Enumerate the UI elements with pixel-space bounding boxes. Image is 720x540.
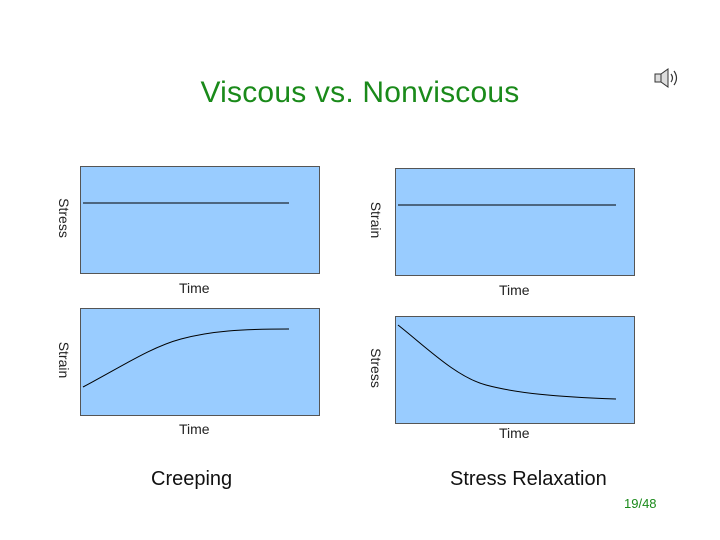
y-axis-label: Strain: [368, 201, 384, 239]
y-axis-label: Stress: [368, 348, 384, 388]
strain-curve: [398, 204, 616, 206]
y-axis-label: Strain: [56, 341, 72, 379]
plot-panel-creep: [80, 308, 320, 416]
plot-panel-stress-constant: [80, 166, 320, 274]
y-axis-label: Stress: [56, 198, 72, 238]
stress-curve: [83, 202, 289, 204]
slide-title: Viscous vs. Nonviscous: [200, 76, 520, 109]
plot-panel-relaxation: [395, 316, 635, 424]
x-axis-label: Time: [179, 421, 210, 437]
x-axis-label: Time: [499, 282, 530, 298]
speaker-icon[interactable]: [652, 66, 680, 90]
creep-curve: [82, 328, 290, 388]
caption-stress-relaxation: Stress Relaxation: [450, 468, 607, 490]
caption-creeping: Creeping: [151, 468, 233, 490]
relaxation-curve: [397, 324, 617, 400]
x-axis-label: Time: [499, 425, 530, 441]
page-number: 19/48: [624, 496, 657, 511]
x-axis-label: Time: [179, 280, 210, 296]
plot-panel-strain-constant: [395, 168, 635, 276]
